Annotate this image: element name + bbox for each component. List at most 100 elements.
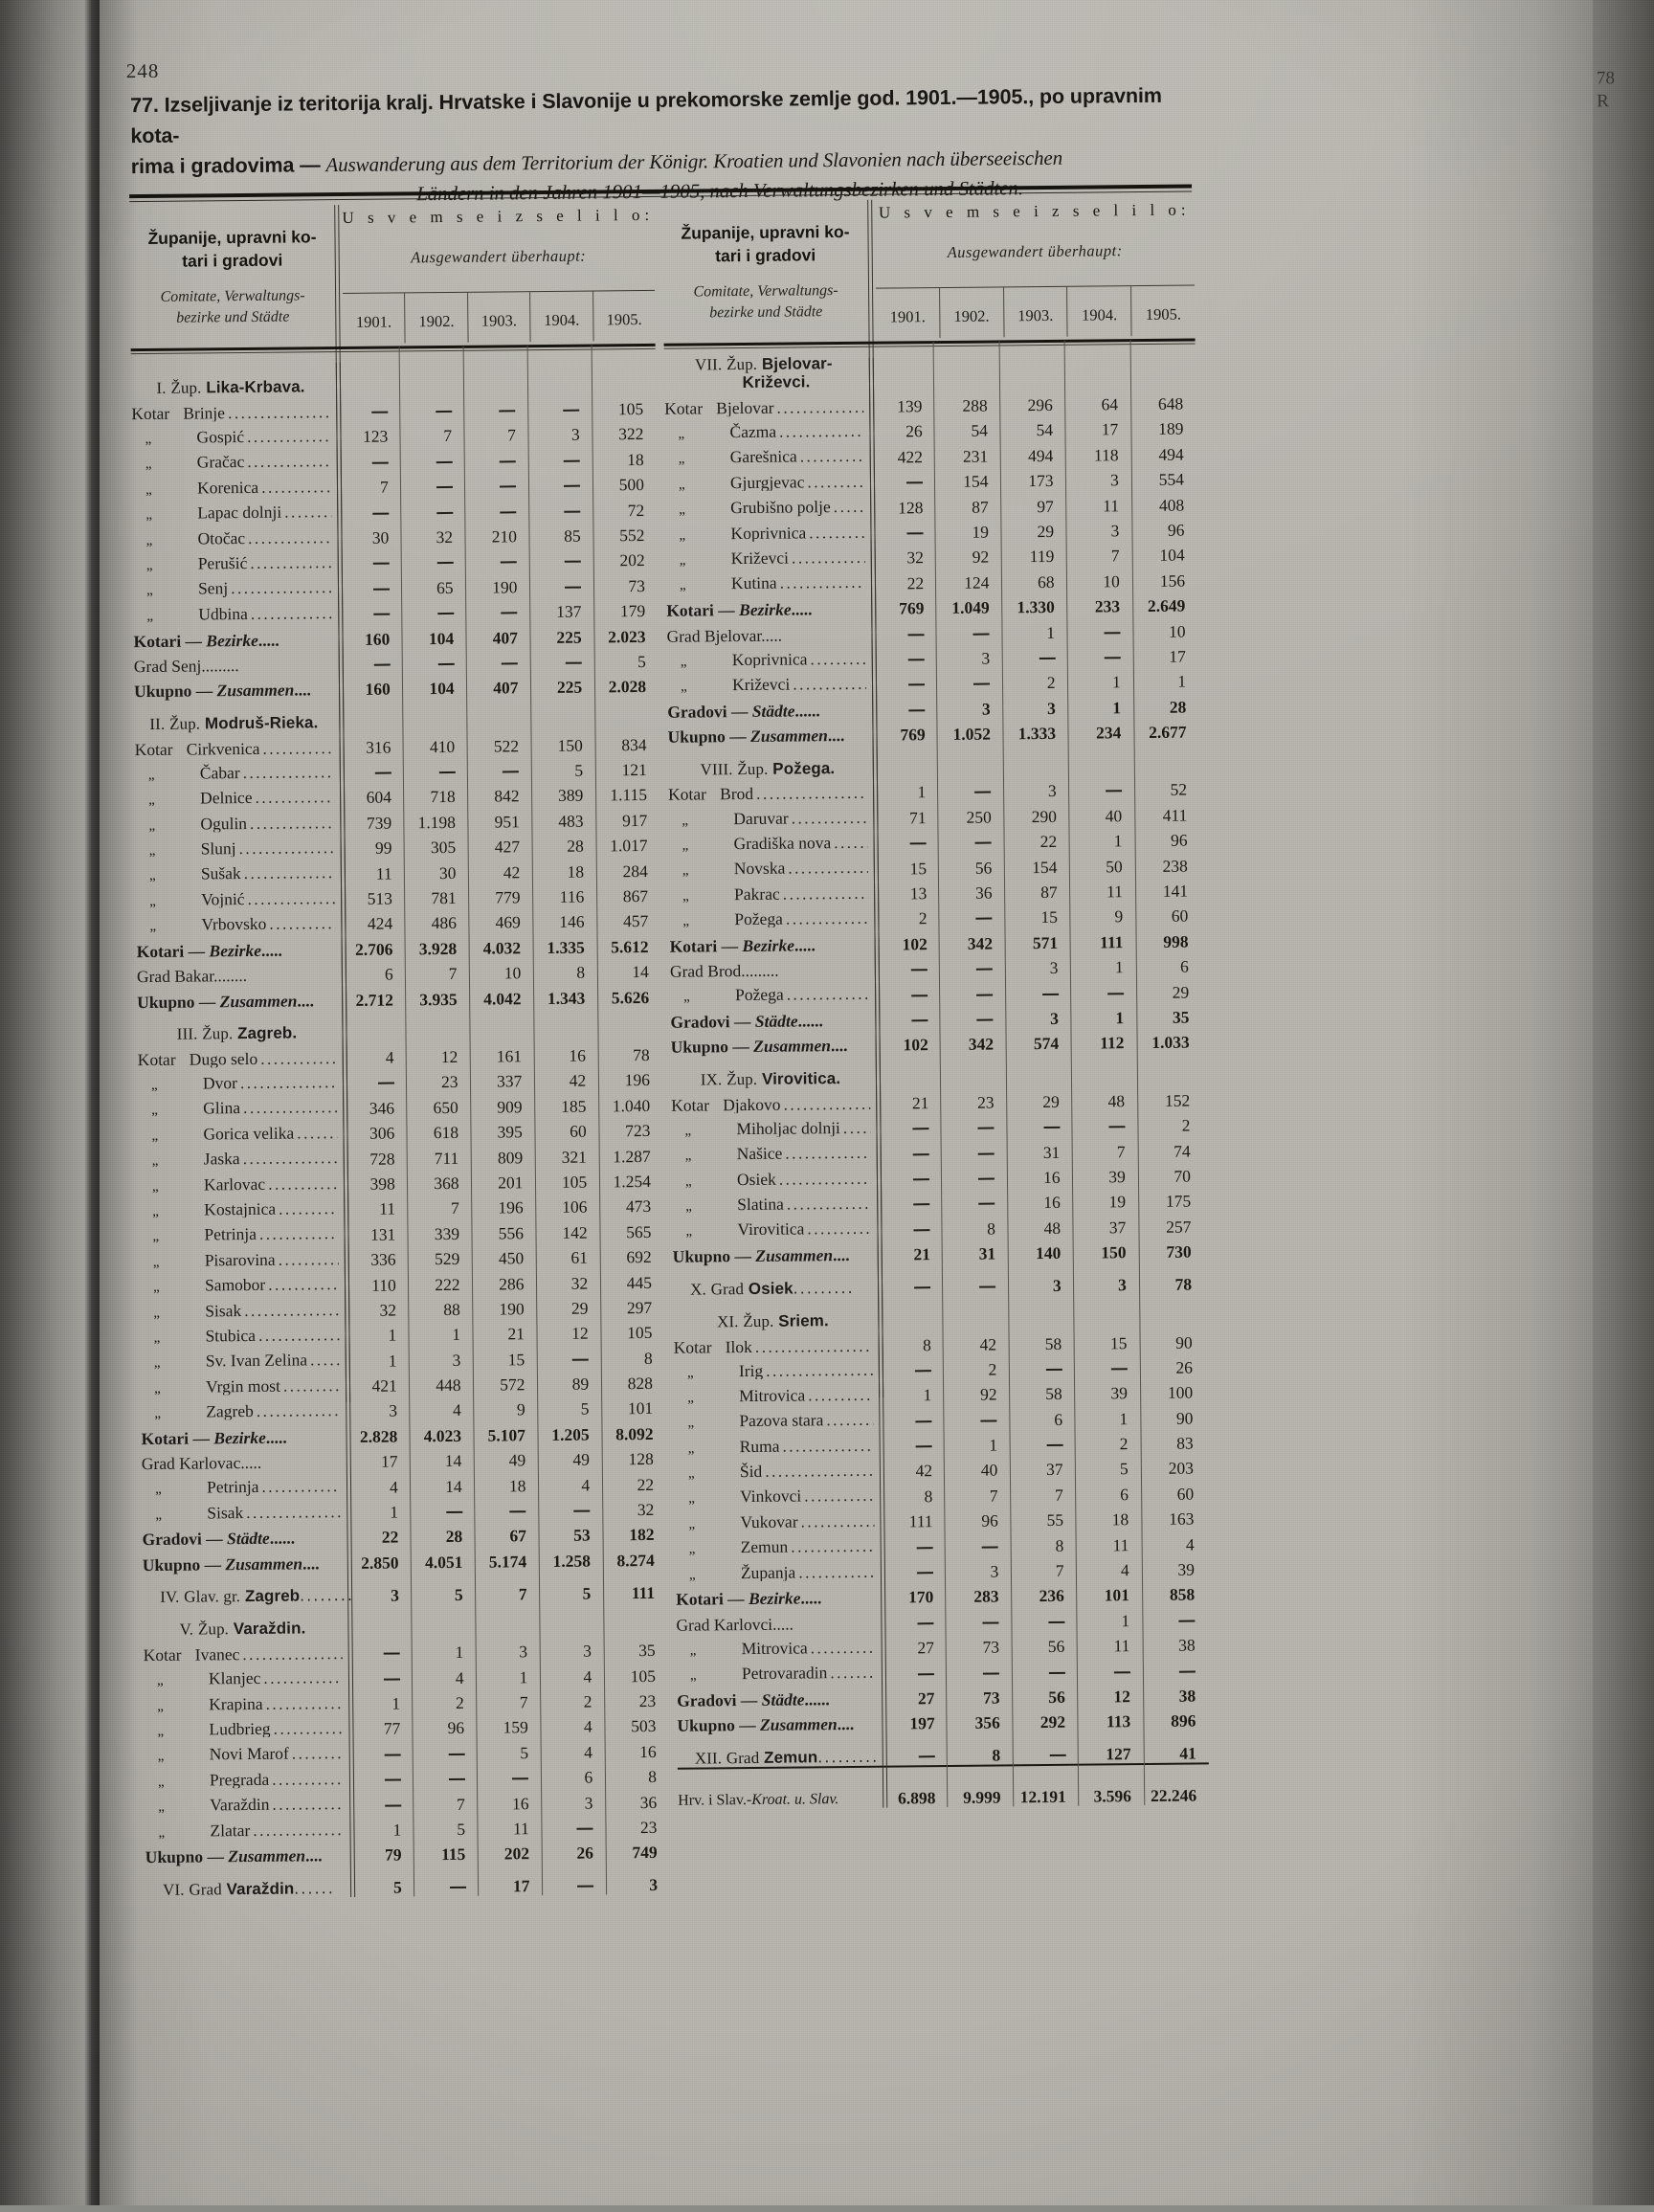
cell-1901	[340, 764, 404, 782]
stub-header-de-right-l1: Comitate, Verwaltungs-	[693, 282, 838, 300]
cell-1903: 779	[469, 888, 533, 906]
row-name: Krapina...............	[209, 1694, 343, 1713]
cell-1901	[874, 834, 939, 852]
row-name: Bjelovar..............	[716, 398, 863, 417]
empty-dash	[502, 662, 518, 664]
cell-1903: 296	[1000, 396, 1065, 414]
title-line-1: 77. Izseljivanje iz teritorija kralj. Hr…	[130, 84, 1162, 147]
empty-dash	[1046, 1444, 1062, 1446]
cell-1901: 2	[874, 910, 939, 928]
row-label: Ukupno — Zusammen....	[143, 1554, 347, 1574]
cell-1901: 71	[873, 809, 938, 827]
year-header-row-right: 1901. 1902. 1903. 1904. 1905.	[876, 284, 1195, 338]
cell-1902: 222	[409, 1275, 473, 1293]
cell-1902: 448	[410, 1376, 474, 1395]
row-label: Ukupno — Zusammen....	[134, 681, 339, 700]
row-label: „Klanjec...............	[144, 1668, 348, 1689]
cell-1903: 4.042	[470, 990, 534, 1008]
empty-dash	[378, 1083, 394, 1084]
cell-1903	[464, 452, 528, 470]
row-prefix: Kotar	[671, 1096, 723, 1114]
empty-dash	[384, 1653, 400, 1655]
cell-1905: 408	[1131, 496, 1196, 514]
cell-1901: 32	[871, 548, 936, 567]
cell-1901	[870, 473, 935, 491]
row-label: „Kostajnica............	[139, 1199, 344, 1220]
row-name: Ruma..................	[740, 1436, 874, 1455]
empty-dash	[438, 771, 455, 773]
cell-1903: 31	[1007, 1143, 1072, 1161]
empty-dash	[501, 562, 517, 564]
cell-1904: 321	[535, 1148, 599, 1166]
section-heading: III. Žup. Zagreb.	[137, 1024, 342, 1043]
cell-1904: 4	[541, 1743, 605, 1761]
cell-1901: 769	[871, 599, 936, 617]
title-dash: —	[300, 153, 321, 176]
cell-1902: 154	[935, 473, 1000, 491]
row-label: „Virovitica............	[672, 1219, 877, 1240]
row-prefix: „	[133, 609, 198, 624]
cell-1901: 11	[341, 864, 405, 883]
section-heading: II. Žup. Modruš-Rieka.	[134, 714, 339, 733]
cell-1903	[466, 654, 530, 672]
cell-1901: 128	[870, 499, 935, 517]
cell-1902	[938, 783, 1003, 801]
row-name: Zemun.................	[741, 1537, 875, 1556]
cell-1903: 190	[473, 1300, 537, 1318]
cell-1904: 11	[1066, 497, 1131, 515]
cell-1904: 2	[1075, 1435, 1140, 1453]
cell-1903: 154	[1004, 858, 1069, 876]
cell-1902: 342	[941, 1036, 1006, 1054]
cell-1905: 28	[1133, 698, 1198, 716]
cell-1903: 909	[471, 1098, 535, 1116]
row-name: Senj..................	[198, 579, 332, 598]
row-name: Delnice...............	[200, 788, 334, 807]
cell-1904	[529, 502, 593, 520]
cell-1905: 175	[1138, 1193, 1203, 1211]
cell-1901	[872, 675, 937, 693]
cell-1904: 1	[1070, 958, 1135, 976]
cell-1903: 68	[1001, 573, 1066, 592]
empty-dash	[577, 1828, 593, 1830]
cell-1901: 739	[340, 814, 404, 832]
empty-dash	[436, 486, 453, 488]
cell-1903: 395	[471, 1123, 535, 1141]
cell-1905: 121	[595, 761, 659, 779]
row-name: Otočac................	[197, 528, 331, 547]
cell-1905: 36	[605, 1793, 669, 1811]
empty-dash	[374, 663, 391, 665]
empty-dash	[564, 459, 580, 461]
row-name: Županja...............	[741, 1562, 875, 1581]
row-name: Ludbrieg..............	[209, 1719, 343, 1738]
stub-header-hr: Županije, upravni ko- tari i gradovi	[129, 226, 334, 273]
cell-1903: 7	[476, 1585, 540, 1603]
row-label: „Čabar.................	[135, 763, 340, 784]
empty-dash	[906, 481, 923, 483]
cell-1903: 1.330	[1002, 598, 1067, 616]
row-label: „Zemun.................	[676, 1537, 881, 1558]
cell-1903	[465, 503, 529, 521]
empty-dash	[917, 1547, 933, 1549]
row-name: Kutina................	[731, 573, 865, 592]
row-prefix: „	[136, 920, 201, 935]
page-content: 248 78 R 77. Izseljivanje iz teritorija …	[91, 0, 1605, 2212]
cell-1903	[1007, 1118, 1072, 1136]
